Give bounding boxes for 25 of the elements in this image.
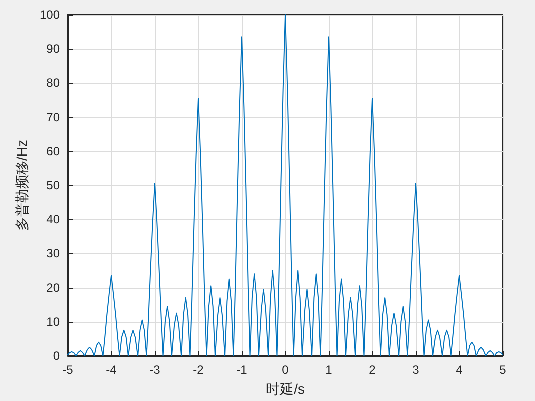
y-tick-label: 60 (46, 144, 60, 158)
y-tick-label: 0 (53, 349, 60, 363)
x-tick-label: -2 (193, 363, 204, 377)
y-tick-label: 50 (46, 178, 60, 192)
x-axis-title: 时延/s (266, 381, 305, 397)
x-tick-label: -4 (106, 363, 118, 377)
y-tick-label: 70 (46, 110, 60, 124)
x-tick-label: -5 (62, 363, 74, 377)
x-tick-label: -3 (150, 363, 161, 377)
x-tick-label: 1 (326, 363, 333, 377)
x-tick-label: -1 (236, 363, 248, 377)
x-tick-label: 0 (282, 363, 290, 377)
y-tick-label: 80 (46, 76, 60, 90)
line-series (68, 14, 504, 356)
y-tick-label: 10 (46, 314, 60, 329)
x-tick-label: 5 (500, 363, 507, 377)
x-tick-label: 4 (456, 363, 464, 377)
y-tick-label: 30 (46, 246, 60, 261)
y-tick-label: 20 (46, 280, 60, 295)
y-axis-title: 多普勒频移/Hz (14, 140, 30, 231)
x-tick-label: 2 (369, 363, 376, 377)
y-tick-label: 90 (46, 42, 60, 56)
x-tick-label: 3 (412, 363, 420, 377)
y-tick-label: 100 (40, 8, 60, 22)
y-tick-label: 40 (46, 212, 60, 227)
